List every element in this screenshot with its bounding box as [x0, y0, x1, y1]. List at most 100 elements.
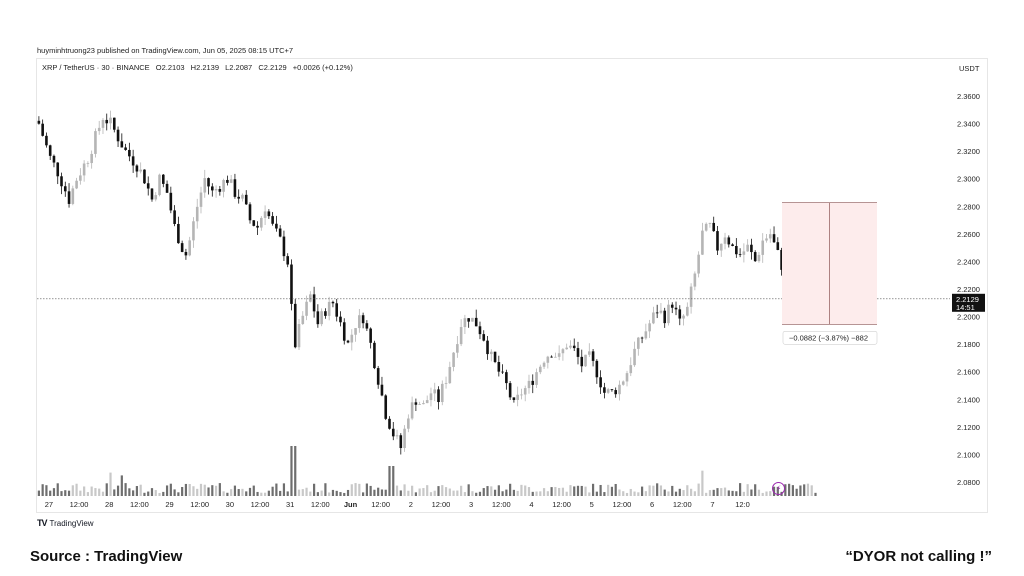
candle-body — [505, 372, 508, 384]
candle-body — [471, 317, 474, 322]
candle-body — [226, 179, 229, 183]
volume-bar — [150, 488, 154, 496]
candle-body — [761, 240, 765, 255]
candle-body — [146, 183, 150, 189]
candle-body — [542, 362, 546, 367]
symbol-legend[interactable]: XRP / TetherUS · 30 · BINANCE O2.2103 H2… — [42, 63, 357, 72]
candle-body — [48, 145, 52, 156]
lightning-bolt-icon[interactable]: ⚡ — [772, 482, 785, 495]
candle-body — [704, 223, 708, 231]
candle-body — [56, 162, 60, 177]
candle-body — [746, 244, 749, 252]
candle-body — [188, 240, 191, 256]
volume-bar — [652, 485, 655, 496]
candle-body — [452, 352, 455, 367]
volume-bar — [45, 485, 48, 496]
candle-body — [71, 188, 75, 204]
y-tick-label: 2.2600 — [957, 230, 980, 239]
candle-body — [629, 365, 633, 374]
volume-bar — [588, 492, 591, 496]
x-tick-label: 27 — [45, 500, 53, 509]
volume-bar — [460, 485, 463, 496]
volume-bar — [218, 483, 221, 496]
candle-body — [523, 388, 527, 395]
candle-body — [327, 301, 331, 316]
candle-body — [625, 373, 629, 382]
source-caption: Source : TradingView — [30, 548, 183, 565]
volume-bar — [233, 485, 237, 496]
volume-bar — [731, 490, 734, 496]
y-tick-label: 2.2200 — [957, 285, 980, 294]
x-axis: 27 12:00 28 12:00 29 12:00 30 12:00 31 12:00 Jun 12… — [45, 500, 750, 509]
volume-bar — [109, 472, 112, 496]
symbol-label[interactable]: XRP / TetherUS · 30 · BINANCE — [42, 63, 150, 72]
candle-body — [489, 351, 493, 355]
candle-body — [67, 191, 71, 204]
candle-body — [278, 228, 282, 237]
currency-label[interactable]: USDT — [959, 64, 980, 73]
y-tick-label: 2.1200 — [957, 423, 980, 432]
candle-body — [263, 211, 267, 218]
candle-body — [478, 326, 482, 335]
x-tick-label: 12:00 — [190, 500, 209, 509]
volume-bar — [248, 487, 252, 496]
volume-bar — [512, 489, 516, 496]
measure-label: −0.0882 (−3.87%) −882 — [782, 330, 878, 345]
x-tick-label: 12:00 — [492, 500, 511, 509]
volume-bar — [739, 483, 742, 496]
candle-body — [538, 366, 542, 373]
volume-bar — [814, 492, 817, 496]
candle-body — [712, 222, 716, 232]
volume-bar — [591, 483, 595, 496]
candle-body — [120, 141, 124, 148]
volume-bar — [482, 488, 485, 496]
candle-body — [109, 117, 112, 124]
high-value: H2.2139 — [190, 63, 220, 72]
volume-bar — [162, 491, 165, 496]
x-tick-label: 3 — [469, 500, 473, 509]
volume-bar — [761, 492, 764, 496]
candle-body — [331, 301, 335, 304]
x-tick-label: 12:0 — [735, 500, 750, 509]
candle-body — [63, 186, 67, 192]
volume-bar — [275, 483, 278, 496]
candle-body — [312, 294, 316, 312]
candle-body — [531, 380, 535, 385]
volume-bar — [79, 490, 82, 496]
candle-body — [618, 384, 621, 395]
price-range-measure[interactable] — [782, 202, 877, 325]
candle-body — [399, 435, 403, 449]
x-tick-label: 7 — [710, 500, 714, 509]
volume-bar — [252, 485, 255, 496]
candle-body — [678, 309, 682, 319]
y-tick-label: 2.2800 — [957, 202, 980, 211]
candle-body — [501, 371, 504, 373]
candle-body — [365, 323, 369, 329]
candle-body — [456, 344, 459, 353]
volume-bar — [312, 483, 316, 496]
last-price-tag: 2.2129 14:51 — [952, 293, 985, 312]
volume-bar — [75, 483, 78, 496]
volume-bar — [230, 489, 233, 496]
candle-body — [659, 310, 663, 313]
volume-bar — [531, 491, 534, 496]
y-tick-label: 2.3400 — [957, 120, 980, 129]
candle-body — [429, 393, 433, 401]
change-value: +0.0026 (+0.12%) — [292, 63, 353, 72]
tradingview-logo-icon: TV — [37, 518, 47, 528]
candle-body — [674, 307, 678, 310]
tradingview-logo[interactable]: TV TradingView — [37, 518, 94, 528]
volume-bar — [403, 484, 406, 496]
candle-body — [565, 347, 568, 350]
candle-body — [535, 372, 538, 385]
candle-body — [161, 174, 165, 184]
candle-body — [689, 286, 693, 307]
volume-bar — [37, 490, 40, 496]
candle-body — [554, 356, 557, 358]
candle-body — [218, 189, 222, 192]
volume-bar — [716, 488, 719, 496]
volume-bar — [316, 492, 319, 496]
volume-bar — [757, 489, 761, 496]
candle-body — [595, 360, 599, 378]
